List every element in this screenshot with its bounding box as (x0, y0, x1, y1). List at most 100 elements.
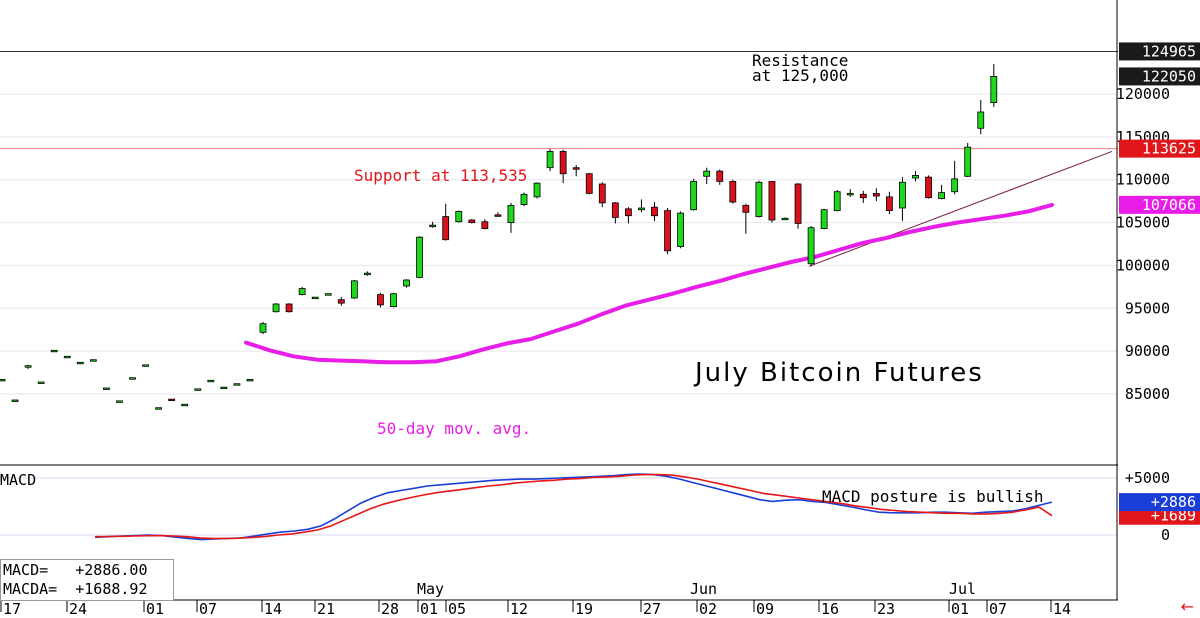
candle (533, 182, 541, 199)
candle-body (664, 210, 671, 252)
y-tick-label: 90000 (1125, 342, 1170, 360)
x-tick-label: 05 (448, 600, 466, 618)
candle (859, 190, 867, 203)
price-tag-box (1119, 493, 1200, 512)
candle (429, 221, 437, 228)
candle (925, 175, 932, 199)
candle-body (207, 379, 215, 383)
candle-body (716, 170, 724, 182)
candle (886, 191, 893, 214)
candle-body (651, 206, 658, 217)
macda-readout-value: +1688.92 (75, 580, 148, 598)
macd-annotation: MACD posture is bullish (822, 487, 1044, 506)
candle-body (912, 175, 919, 179)
candle-body (820, 209, 828, 229)
candle (651, 202, 658, 221)
candle (76, 361, 84, 365)
price-tag-label: +1689 (1151, 507, 1196, 525)
x-tick-label: 01 (420, 600, 438, 618)
price-tags: 124965 122050 113625 107066 +1689+2886 (1119, 42, 1200, 525)
candle (781, 217, 789, 221)
candle-body (755, 181, 763, 217)
candle-body (50, 349, 58, 353)
candle-body (181, 403, 189, 407)
candle (129, 377, 136, 380)
y-tick-label: 100000 (1116, 256, 1170, 274)
candle-body (285, 303, 293, 313)
candle (89, 359, 97, 362)
price-tag-box (1119, 42, 1200, 61)
x-axis-ticks: 17 24 01 07 14 21 28 01 05 12 19 27 02 09 16 23 01 07 14 Ma… (0, 580, 1071, 618)
candle (977, 100, 985, 135)
candle-body (572, 167, 580, 170)
candle (37, 381, 45, 384)
candle-body (377, 294, 384, 306)
candle (755, 180, 763, 218)
price-tag-box (1119, 67, 1200, 86)
candle (833, 190, 841, 212)
candle-body (103, 387, 110, 390)
candle-body (155, 407, 163, 410)
candle (677, 211, 684, 249)
support-label: Support at 113,535 (354, 166, 527, 185)
month-label: Jun (690, 580, 717, 598)
candle (298, 286, 306, 296)
candle (442, 203, 450, 241)
candle-body (533, 182, 541, 198)
x-tick-label: 07 (989, 600, 1007, 618)
candle (729, 179, 737, 204)
candlesticks (0, 64, 998, 410)
candle (507, 202, 515, 233)
candle (546, 148, 554, 172)
candle-body (520, 193, 528, 205)
macda-readout-row: MACDA= +1688.92 (3, 580, 171, 599)
candle (807, 226, 815, 267)
candle-body (886, 196, 893, 211)
price-tag-label: 124965 (1142, 42, 1196, 60)
candle (598, 182, 606, 208)
candle (703, 167, 711, 184)
candle-body (546, 151, 554, 169)
month-label: May (417, 580, 444, 598)
candle-body (89, 359, 97, 362)
candle (207, 379, 215, 383)
candle-body (129, 377, 136, 380)
price-tag-box (1119, 139, 1200, 158)
candle-body (846, 193, 854, 196)
price-grid (0, 93, 1118, 395)
macd-y-tick-label: 0 (1161, 526, 1170, 544)
scroll-left-arrow-icon[interactable]: ← (1180, 597, 1194, 616)
candle-body (559, 151, 567, 175)
chart-title: July Bitcoin Futures (693, 358, 984, 388)
candle (50, 349, 58, 353)
candle (272, 303, 280, 313)
candle (742, 203, 750, 234)
candle (468, 219, 476, 224)
candle-body (76, 361, 84, 365)
macd-lines (94, 473, 1053, 541)
x-tick-label: 19 (575, 600, 593, 618)
candle (142, 364, 149, 367)
month-label: Jul (949, 580, 976, 598)
x-tick-label: 24 (69, 600, 87, 618)
candle-body (259, 323, 267, 333)
candle (494, 212, 502, 217)
candle (872, 188, 880, 202)
candle-body (494, 214, 502, 217)
price-tag: 124965 (1119, 42, 1200, 61)
candle-body (233, 383, 241, 386)
candle (899, 177, 906, 221)
candle-body (781, 217, 789, 221)
price-tag: +2886 (1119, 493, 1200, 512)
candle-body (768, 181, 776, 221)
candle-body (611, 202, 619, 218)
candle (63, 355, 71, 359)
candle (24, 364, 32, 370)
candle (116, 400, 123, 403)
x-tick-label: 01 (146, 600, 164, 618)
x-tick-label: 07 (199, 600, 217, 618)
candle (625, 207, 632, 224)
candle (912, 171, 919, 182)
candle-body (938, 192, 945, 199)
